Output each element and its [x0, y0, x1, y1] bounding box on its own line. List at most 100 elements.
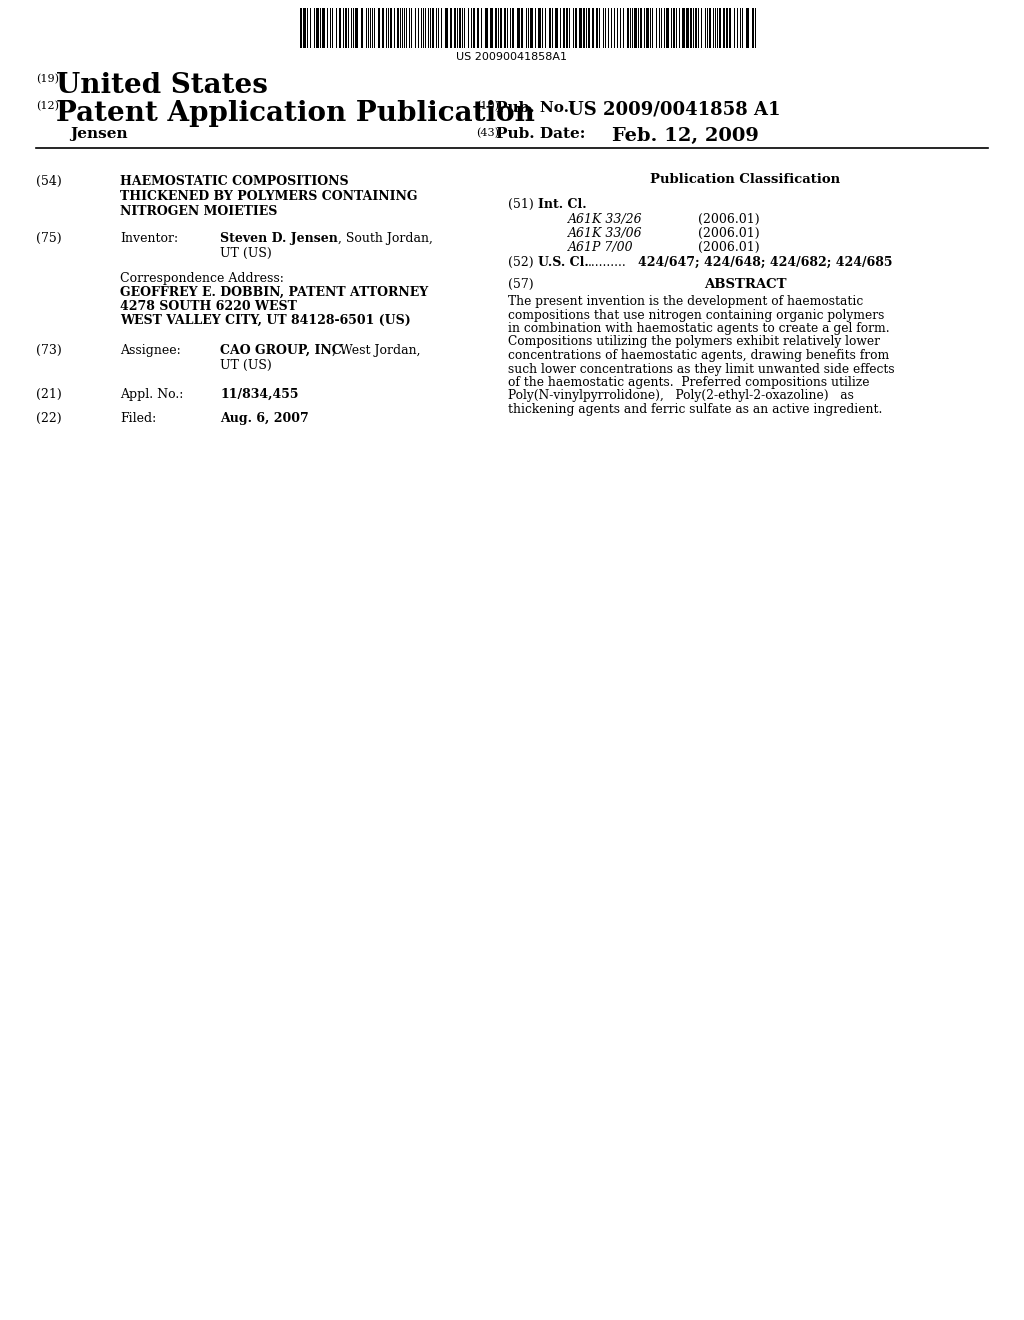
- Text: (2006.01): (2006.01): [698, 213, 760, 226]
- Bar: [709, 8, 711, 48]
- Text: (21): (21): [36, 388, 61, 401]
- Bar: [517, 8, 520, 48]
- Text: , West Jordan,: , West Jordan,: [332, 345, 421, 356]
- Text: ABSTRACT: ABSTRACT: [703, 279, 786, 290]
- Text: (52): (52): [508, 256, 534, 269]
- Text: The present invention is the development of haemostatic: The present invention is the development…: [508, 294, 863, 308]
- Text: Correspondence Address:: Correspondence Address:: [120, 272, 284, 285]
- Bar: [686, 8, 689, 48]
- Bar: [300, 8, 302, 48]
- Bar: [504, 8, 506, 48]
- Text: Poly(N-vinylpyrrolidone),   Poly(2-ethyl-2-oxazoline)   as: Poly(N-vinylpyrrolidone), Poly(2-ethyl-2…: [508, 389, 854, 403]
- Bar: [752, 8, 754, 48]
- Bar: [521, 8, 523, 48]
- Bar: [566, 8, 568, 48]
- Text: (54): (54): [36, 176, 61, 187]
- Bar: [530, 8, 534, 48]
- Bar: [477, 8, 479, 48]
- Text: US 2009/0041858 A1: US 2009/0041858 A1: [568, 100, 780, 117]
- Text: A61P 7/00: A61P 7/00: [568, 242, 634, 253]
- Text: , South Jordan,: , South Jordan,: [338, 232, 433, 246]
- Text: Filed:: Filed:: [120, 412, 157, 425]
- Bar: [723, 8, 725, 48]
- Bar: [719, 8, 721, 48]
- Text: such lower concentrations as they limit unwanted side effects: such lower concentrations as they limit …: [508, 363, 895, 375]
- Text: A61K 33/26: A61K 33/26: [568, 213, 643, 226]
- Bar: [646, 8, 649, 48]
- Bar: [355, 8, 358, 48]
- Bar: [339, 8, 341, 48]
- Text: (57): (57): [508, 279, 534, 290]
- Bar: [726, 8, 728, 48]
- Text: in combination with haemostatic agents to create a gel form.: in combination with haemostatic agents t…: [508, 322, 890, 335]
- Bar: [303, 8, 306, 48]
- Bar: [390, 8, 392, 48]
- Text: (43): (43): [476, 128, 499, 139]
- Text: (73): (73): [36, 345, 61, 356]
- Text: THICKENED BY POLYMERS CONTAINING: THICKENED BY POLYMERS CONTAINING: [120, 190, 418, 203]
- Text: (10): (10): [476, 102, 499, 111]
- Bar: [690, 8, 692, 48]
- Text: (75): (75): [36, 232, 61, 246]
- Bar: [666, 8, 669, 48]
- Text: NITROGEN MOIETIES: NITROGEN MOIETIES: [120, 205, 278, 218]
- Text: HAEMOSTATIC COMPOSITIONS: HAEMOSTATIC COMPOSITIONS: [120, 176, 348, 187]
- Bar: [322, 8, 325, 48]
- Bar: [634, 8, 637, 48]
- Bar: [583, 8, 585, 48]
- Text: (51): (51): [508, 198, 534, 211]
- Bar: [746, 8, 749, 48]
- Bar: [592, 8, 594, 48]
- Text: (22): (22): [36, 412, 61, 425]
- Bar: [382, 8, 384, 48]
- Bar: [596, 8, 598, 48]
- Text: (2006.01): (2006.01): [698, 242, 760, 253]
- Text: Steven D. Jensen: Steven D. Jensen: [220, 232, 338, 246]
- Bar: [445, 8, 449, 48]
- Bar: [454, 8, 456, 48]
- Bar: [490, 8, 493, 48]
- Bar: [397, 8, 399, 48]
- Bar: [473, 8, 475, 48]
- Bar: [450, 8, 452, 48]
- Text: 11/834,455: 11/834,455: [220, 388, 299, 401]
- Text: Patent Application Publication: Patent Application Publication: [56, 100, 535, 127]
- Text: Publication Classification: Publication Classification: [650, 173, 840, 186]
- Text: thickening agents and ferric sulfate as an active ingredient.: thickening agents and ferric sulfate as …: [508, 403, 883, 416]
- Text: UT (US): UT (US): [220, 247, 271, 260]
- Bar: [361, 8, 362, 48]
- Text: (19): (19): [36, 74, 59, 84]
- Bar: [500, 8, 502, 48]
- Text: U.S. Cl.: U.S. Cl.: [538, 256, 589, 269]
- Bar: [682, 8, 685, 48]
- Bar: [673, 8, 675, 48]
- Text: Feb. 12, 2009: Feb. 12, 2009: [612, 127, 759, 145]
- Text: UT (US): UT (US): [220, 359, 271, 372]
- Text: GEOFFREY E. DOBBIN, PATENT ATTORNEY: GEOFFREY E. DOBBIN, PATENT ATTORNEY: [120, 286, 428, 300]
- Bar: [575, 8, 577, 48]
- Bar: [459, 8, 461, 48]
- Bar: [549, 8, 551, 48]
- Text: Pub. Date:: Pub. Date:: [496, 127, 586, 141]
- Text: United States: United States: [56, 73, 268, 99]
- Bar: [345, 8, 347, 48]
- Text: (12): (12): [36, 102, 59, 111]
- Bar: [316, 8, 319, 48]
- Text: WEST VALLEY CITY, UT 84128-6501 (US): WEST VALLEY CITY, UT 84128-6501 (US): [120, 314, 411, 327]
- Text: A61K 33/06: A61K 33/06: [568, 227, 643, 240]
- Text: ..........: ..........: [588, 256, 627, 269]
- Text: (2006.01): (2006.01): [698, 227, 760, 240]
- Bar: [627, 8, 629, 48]
- Text: US 20090041858A1: US 20090041858A1: [457, 51, 567, 62]
- Bar: [563, 8, 565, 48]
- Text: compositions that use nitrogen containing organic polymers: compositions that use nitrogen containin…: [508, 309, 885, 322]
- Text: concentrations of haemostatic agents, drawing benefits from: concentrations of haemostatic agents, dr…: [508, 348, 889, 362]
- Text: of the haemostatic agents.  Preferred compositions utilize: of the haemostatic agents. Preferred com…: [508, 376, 869, 389]
- Text: Pub. No.:: Pub. No.:: [496, 102, 574, 115]
- Bar: [579, 8, 582, 48]
- Bar: [378, 8, 380, 48]
- Text: 424/647; 424/648; 424/682; 424/685: 424/647; 424/648; 424/682; 424/685: [638, 256, 893, 269]
- Text: Int. Cl.: Int. Cl.: [538, 198, 587, 211]
- Bar: [512, 8, 514, 48]
- Bar: [485, 8, 488, 48]
